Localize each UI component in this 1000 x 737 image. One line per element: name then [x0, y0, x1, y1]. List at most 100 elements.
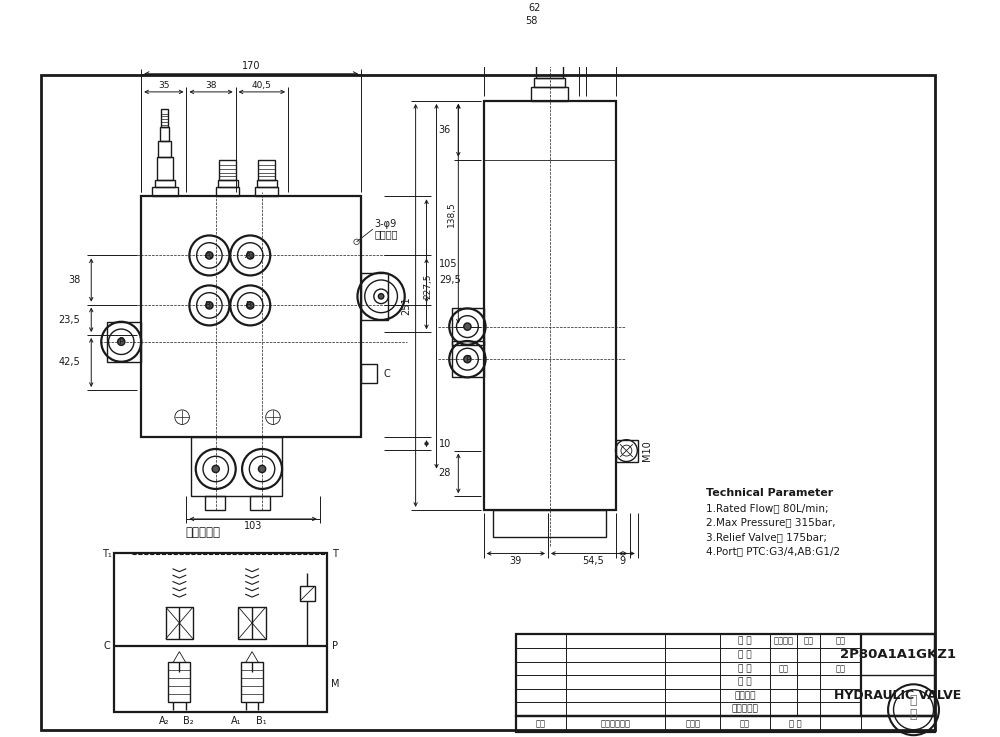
Bar: [114, 553, 327, 711]
Circle shape: [206, 252, 213, 259]
Text: 251: 251: [402, 296, 412, 315]
Text: T: T: [332, 549, 338, 559]
Text: 比例: 比例: [835, 637, 845, 646]
Bar: [166, 607, 193, 639]
Text: B₁: B₁: [204, 301, 214, 310]
Text: 测: 测: [910, 694, 917, 708]
Text: 23,5: 23,5: [59, 315, 80, 325]
Bar: [155, 180, 175, 187]
Bar: [250, 496, 270, 510]
Text: 4.Port： PTC:G3/4,AB:G1/2: 4.Port： PTC:G3/4,AB:G1/2: [706, 547, 840, 556]
Bar: [191, 437, 282, 496]
Circle shape: [378, 293, 384, 299]
Text: 图样标记: 图样标记: [774, 637, 794, 646]
Circle shape: [118, 338, 125, 346]
Bar: [160, 128, 169, 141]
Text: 62: 62: [529, 3, 541, 13]
Bar: [540, 28, 560, 39]
Bar: [361, 365, 377, 383]
Circle shape: [464, 355, 471, 363]
Bar: [536, 53, 563, 78]
Text: C: C: [103, 641, 110, 652]
Bar: [205, 496, 225, 510]
Text: HYDRAULIC VALVE: HYDRAULIC VALVE: [834, 689, 962, 702]
Text: A₂: A₂: [159, 716, 169, 726]
Bar: [257, 180, 277, 187]
Text: A₂: A₂: [245, 251, 255, 260]
Text: 42,5: 42,5: [59, 357, 80, 368]
Text: 3.Relief Valve： 175bar;: 3.Relief Valve： 175bar;: [706, 532, 827, 542]
Text: M: M: [331, 680, 339, 689]
Bar: [107, 322, 141, 362]
Bar: [157, 157, 173, 180]
Text: 封: 封: [910, 708, 917, 721]
Bar: [531, 88, 568, 101]
Text: 日期: 日期: [740, 720, 750, 729]
Text: 设 计: 设 计: [738, 637, 752, 646]
Text: 35: 35: [158, 81, 170, 90]
Bar: [152, 187, 178, 196]
Bar: [161, 109, 168, 128]
Bar: [861, 635, 935, 716]
Bar: [219, 160, 236, 180]
Circle shape: [247, 301, 254, 309]
Text: 液压原理图: 液压原理图: [185, 526, 220, 539]
Text: 39: 39: [510, 556, 522, 566]
Text: B₂: B₂: [245, 301, 255, 310]
Bar: [534, 78, 565, 88]
Text: 马尔尼孔: 马尔尼孔: [375, 229, 398, 240]
Text: 制 图: 制 图: [738, 650, 752, 660]
Text: 38: 38: [205, 81, 217, 90]
Text: M10: M10: [642, 440, 652, 461]
Text: P: P: [332, 641, 338, 652]
Text: 28: 28: [439, 469, 451, 478]
Text: 40,5: 40,5: [252, 81, 272, 90]
Text: Technical Parameter: Technical Parameter: [706, 489, 834, 498]
Text: 29,5: 29,5: [439, 276, 461, 285]
Text: 105: 105: [439, 259, 458, 269]
Bar: [158, 141, 171, 157]
Bar: [218, 180, 238, 187]
Bar: [516, 635, 935, 716]
Text: 工艺检查: 工艺检查: [734, 691, 756, 700]
Text: 2.Max Pressure： 315bar,: 2.Max Pressure： 315bar,: [706, 517, 836, 528]
Bar: [538, 39, 561, 53]
Bar: [452, 308, 484, 345]
Bar: [516, 716, 935, 733]
Text: 签 批: 签 批: [789, 720, 801, 729]
Text: 54,5: 54,5: [582, 556, 604, 566]
Text: P: P: [465, 354, 470, 363]
Text: 校 对: 校 对: [738, 677, 752, 687]
Bar: [216, 187, 239, 196]
Text: T₁: T₁: [102, 549, 112, 559]
Bar: [452, 341, 484, 377]
Text: 36: 36: [439, 125, 451, 136]
Text: B₂: B₂: [183, 716, 194, 726]
Text: 3-φ9: 3-φ9: [375, 219, 397, 228]
Text: 103: 103: [244, 521, 262, 531]
Bar: [493, 510, 606, 537]
Text: 第页: 第页: [835, 664, 845, 673]
Bar: [258, 160, 275, 180]
Text: A₁: A₁: [231, 716, 242, 726]
Text: P: P: [119, 338, 124, 346]
Text: 更改人: 更改人: [685, 720, 700, 729]
Circle shape: [258, 465, 266, 472]
Text: 描 图: 描 图: [738, 664, 752, 673]
Text: 更改内容概要: 更改内容概要: [601, 720, 631, 729]
Circle shape: [206, 301, 213, 309]
Bar: [361, 273, 388, 320]
Bar: [168, 663, 190, 702]
Bar: [241, 663, 263, 702]
Text: 标记: 标记: [536, 720, 546, 729]
Bar: [255, 187, 278, 196]
Text: 170: 170: [242, 61, 260, 71]
Text: 1.Rated Flow： 80L/min;: 1.Rated Flow： 80L/min;: [706, 503, 829, 513]
Bar: [141, 196, 361, 437]
Text: A₁: A₁: [204, 251, 214, 260]
Circle shape: [212, 465, 219, 472]
Bar: [484, 101, 616, 510]
Text: 共页: 共页: [779, 664, 789, 673]
Text: C: C: [383, 368, 390, 379]
Text: 9: 9: [620, 556, 626, 566]
